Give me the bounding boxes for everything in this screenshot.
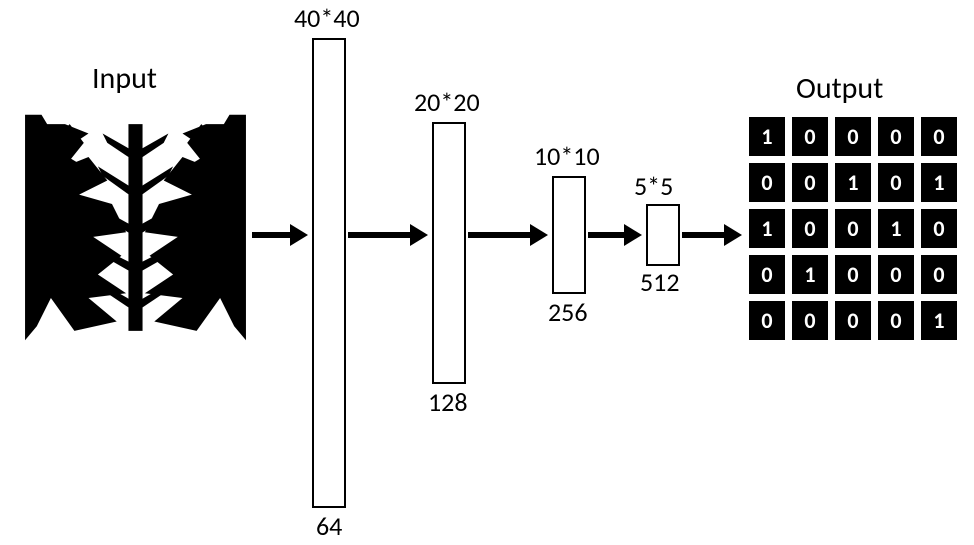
layer-dims-label-2: 20*20: [414, 86, 480, 118]
output-cell: 1: [877, 208, 915, 249]
layer-channels-label-2: 128: [428, 386, 468, 418]
output-cell: 1: [834, 162, 872, 203]
output-label: Output: [796, 70, 883, 107]
output-cell: 0: [920, 254, 958, 295]
output-cell: 0: [834, 116, 872, 157]
layer-dims-label-3: 10*10: [534, 140, 600, 172]
layer-box-4: [646, 204, 680, 266]
output-cell: 0: [834, 300, 872, 341]
output-cell: 0: [791, 162, 829, 203]
input-label: Input: [92, 60, 157, 97]
output-grid: 1000000101100100100000001: [748, 116, 958, 341]
output-cell: 0: [748, 300, 786, 341]
output-cell: 1: [748, 116, 786, 157]
layer-box-2: [432, 122, 466, 384]
output-cell: 0: [920, 208, 958, 249]
input-image: [18, 110, 253, 345]
output-cell: 0: [877, 300, 915, 341]
output-cell: 1: [791, 254, 829, 295]
output-cell: 0: [877, 116, 915, 157]
layer-box-3: [552, 176, 586, 294]
layer-channels-label-3: 256: [548, 296, 588, 328]
layer-dims-label-1: 40*40: [294, 2, 360, 34]
arrow-l2-to-l3: [468, 232, 534, 238]
arrow-l3-to-l4: [588, 232, 628, 238]
output-cell: 1: [748, 208, 786, 249]
output-cell: 0: [791, 116, 829, 157]
output-cell: 0: [834, 208, 872, 249]
arrow-input-to-l1: [252, 232, 294, 238]
arrow-l1-to-l2: [348, 232, 414, 238]
output-cell: 1: [920, 162, 958, 203]
output-cell: 0: [920, 116, 958, 157]
output-cell: 0: [877, 254, 915, 295]
arrow-l4-to-out: [682, 232, 728, 238]
output-cell: 0: [791, 208, 829, 249]
output-cell: 0: [791, 300, 829, 341]
output-cell: 0: [834, 254, 872, 295]
layer-channels-label-1: 64: [316, 510, 342, 542]
output-cell: 0: [748, 254, 786, 295]
output-cell: 1: [920, 300, 958, 341]
layer-channels-label-4: 512: [640, 266, 680, 298]
layer-box-1: [312, 38, 346, 508]
layer-dims-label-4: 5*5: [634, 170, 673, 202]
output-cell: 0: [748, 162, 786, 203]
output-cell: 0: [877, 162, 915, 203]
